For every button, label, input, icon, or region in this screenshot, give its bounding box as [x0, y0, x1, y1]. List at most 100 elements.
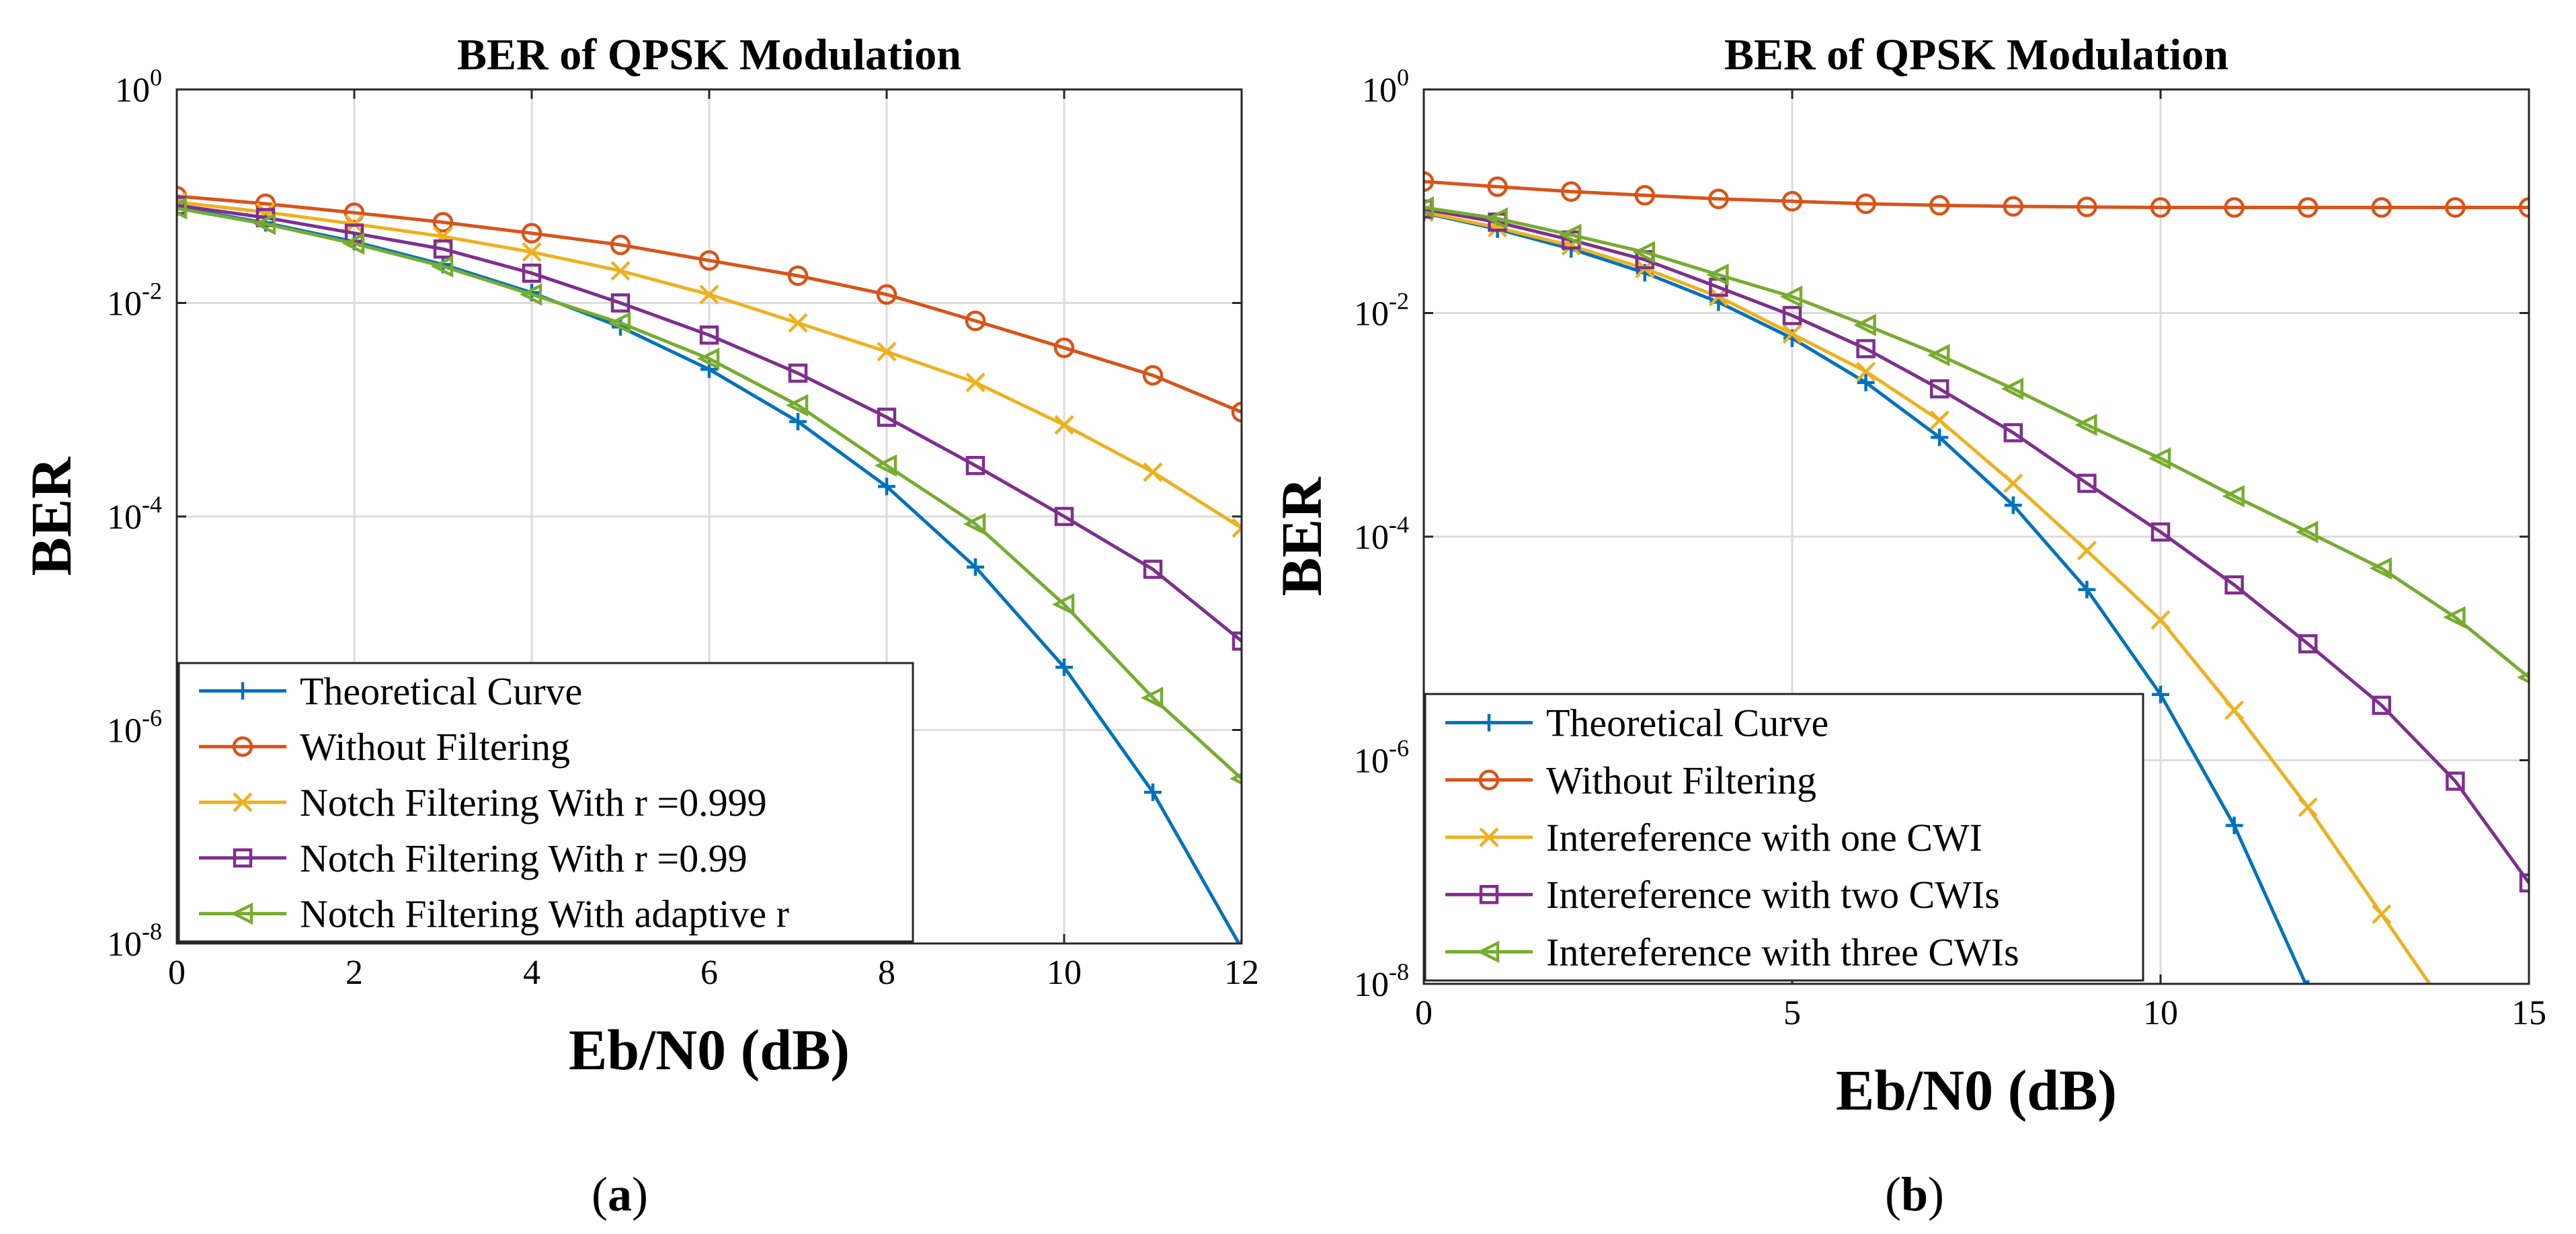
legend-item-intereference-with-two-cwis: Intereference with two CWIs [1445, 873, 2000, 917]
data-point-theoretical-curve [2225, 816, 2243, 835]
data-point-notch-filtering-with-r-0-999 [610, 261, 631, 281]
data-point-intereference-with-two-cwis [1929, 379, 1949, 399]
data-point-theoretical-curve [2152, 685, 2169, 703]
chart-title: BER of QPSK Modulation [1724, 30, 2228, 79]
y-tick-label: 10-6 [107, 705, 162, 750]
data-point-notch-filtering-with-adaptive-r [963, 512, 986, 535]
x-tick-label: 10 [2143, 994, 2178, 1032]
x-tick-label: 4 [523, 954, 540, 992]
data-point-without-filtering [2003, 196, 2024, 217]
chart-title: BER of QPSK Modulation [457, 30, 961, 79]
legend-label: Without Filtering [300, 725, 570, 769]
panel-caption: (a) [592, 1167, 648, 1221]
data-point-intereference-with-three-cwis [2222, 485, 2245, 508]
data-point-intereference-with-one-cwi [2003, 473, 2023, 494]
data-point-intereference-with-one-cwi [2372, 904, 2392, 924]
panel-caption: (b) [1885, 1167, 1944, 1221]
legend-item-notch-filtering-with-adaptive-r: Notch Filtering With adaptive r [199, 892, 789, 936]
data-point-without-filtering [521, 223, 542, 244]
data-point-intereference-with-one-cwi [1929, 410, 1949, 430]
data-point-without-filtering [2077, 196, 2097, 217]
data-point-intereference-with-three-cwis [2148, 447, 2171, 470]
y-tick-label: 10-2 [107, 278, 162, 323]
y-tick-label: 10-6 [1354, 735, 1409, 781]
ticks: 0 5 10 15 100 10-2 10-4 10-6 10-8 [1354, 64, 2546, 1032]
y-tick-label: 10-4 [1354, 511, 1409, 557]
data-point-without-filtering [1929, 195, 1950, 216]
series-line-notch-filtering-with-adaptive-r [177, 206, 1242, 780]
y-axis-label: BER [19, 457, 83, 576]
x-tick-label: 5 [1783, 994, 1801, 1032]
data-point-notch-filtering-with-adaptive-r [696, 347, 720, 371]
data-point-intereference-with-three-cwis [2075, 414, 2097, 436]
legend-marker [232, 736, 253, 757]
series-line-intereference-with-three-cwis [1424, 206, 2529, 679]
legend-label: Notch Filtering With r =0.99 [300, 837, 748, 880]
legend-item-theoretical-curve: Theoretical Curve [199, 669, 582, 713]
data-point-intereference-with-two-cwis [1782, 305, 1802, 325]
x-tick-label: 2 [346, 954, 363, 992]
data-point-intereference-with-two-cwis [2372, 695, 2392, 716]
legend-box [1424, 693, 2144, 982]
x-tick-label: 12 [1224, 954, 1259, 992]
data-point-notch-filtering-with-adaptive-r [608, 311, 631, 334]
data-point-notch-filtering-with-r-0-99 [1054, 506, 1074, 527]
data-point-intereference-with-three-cwis [2001, 377, 2024, 400]
series-line-theoretical-curve [1424, 211, 2308, 984]
data-point-intereference-with-one-cwi [2077, 541, 2097, 561]
data-point-notch-filtering-with-r-0-99 [344, 223, 364, 243]
data-point-without-filtering [1424, 171, 1435, 192]
data-point-notch-filtering-with-adaptive-r [785, 394, 809, 417]
data-point-notch-filtering-with-r-0-99 [1232, 631, 1242, 651]
data-point-intereference-with-three-cwis [1424, 196, 1435, 219]
y-tick-label: 100 [1362, 64, 1409, 110]
data-point-intereference-with-two-cwis [2003, 423, 2023, 442]
data-point-without-filtering [2297, 197, 2319, 218]
data-point-notch-filtering-with-r-0-99 [877, 408, 897, 427]
data-point-without-filtering [787, 265, 809, 286]
legend-label: Intereference with one CWI [1546, 816, 1982, 859]
data-point-notch-filtering-with-r-0-99 [1143, 560, 1163, 579]
y-tick-label: 10-2 [1354, 288, 1409, 334]
data-point-notch-filtering-with-r-0-999 [1054, 415, 1074, 435]
legend-label: Notch Filtering With r =0.999 [300, 781, 767, 824]
series-line-notch-filtering-with-r-0-99 [177, 203, 1242, 643]
series-group [177, 186, 1242, 943]
legend-label: Notch Filtering With adaptive r [300, 892, 789, 936]
data-point-without-filtering [1231, 401, 1242, 423]
data-point-intereference-with-three-cwis [1779, 285, 1803, 308]
data-point-theoretical-curve [1144, 783, 1162, 802]
data-point-notch-filtering-with-adaptive-r [1051, 593, 1075, 616]
data-point-notch-filtering-with-r-0-999 [699, 284, 719, 305]
ticks: 0 2 4 6 8 10 12 100 10-2 10-4 10-6 10-8 [107, 64, 1259, 992]
legend-marker [1476, 940, 1500, 964]
legend: Theoretical Curve Without Filtering Notch … [177, 662, 914, 943]
series-line-without-filtering [177, 194, 1242, 414]
data-point-intereference-with-three-cwis [2369, 557, 2392, 580]
data-point-notch-filtering-with-r-0-999 [1232, 518, 1242, 538]
x-tick-label: 8 [878, 954, 895, 992]
legend-item-notch-filtering-with-r-0-999: Notch Filtering With r =0.999 [199, 781, 767, 824]
legend-item-theoretical-curve: Theoretical Curve [1445, 701, 1828, 745]
data-point-notch-filtering-with-r-0-999 [877, 342, 897, 362]
data-point-without-filtering [1781, 191, 1803, 212]
data-point-theoretical-curve [789, 413, 807, 431]
data-point-without-filtering [965, 310, 986, 332]
data-point-without-filtering [344, 202, 365, 223]
data-point-notch-filtering-with-adaptive-r [1140, 687, 1164, 709]
legend-item-without-filtering: Without Filtering [1445, 759, 1816, 802]
y-tick-label: 10-8 [107, 918, 162, 964]
legend-marker [233, 848, 253, 868]
x-axis-label: Eb/N0 (dB) [1836, 1058, 2117, 1122]
legend-item-intereference-with-three-cwis: Intereference with three CWIs [1445, 930, 2019, 974]
chart-panel-a: 0 2 4 6 8 10 12 100 10-2 10-4 10-6 10-8 BER of QPSK … [19, 30, 1259, 1221]
data-point-intereference-with-three-cwis [2443, 606, 2466, 629]
data-point-without-filtering [1855, 193, 1876, 215]
legend-label: Theoretical Curve [1546, 701, 1828, 745]
data-point-intereference-with-three-cwis [1927, 344, 1950, 367]
data-point-notch-filtering-with-r-0-99 [788, 363, 808, 383]
data-point-without-filtering [876, 284, 897, 305]
legend-label: Without Filtering [1546, 759, 1816, 802]
data-point-without-filtering [2150, 197, 2171, 218]
data-point-notch-filtering-with-adaptive-r [430, 255, 454, 278]
